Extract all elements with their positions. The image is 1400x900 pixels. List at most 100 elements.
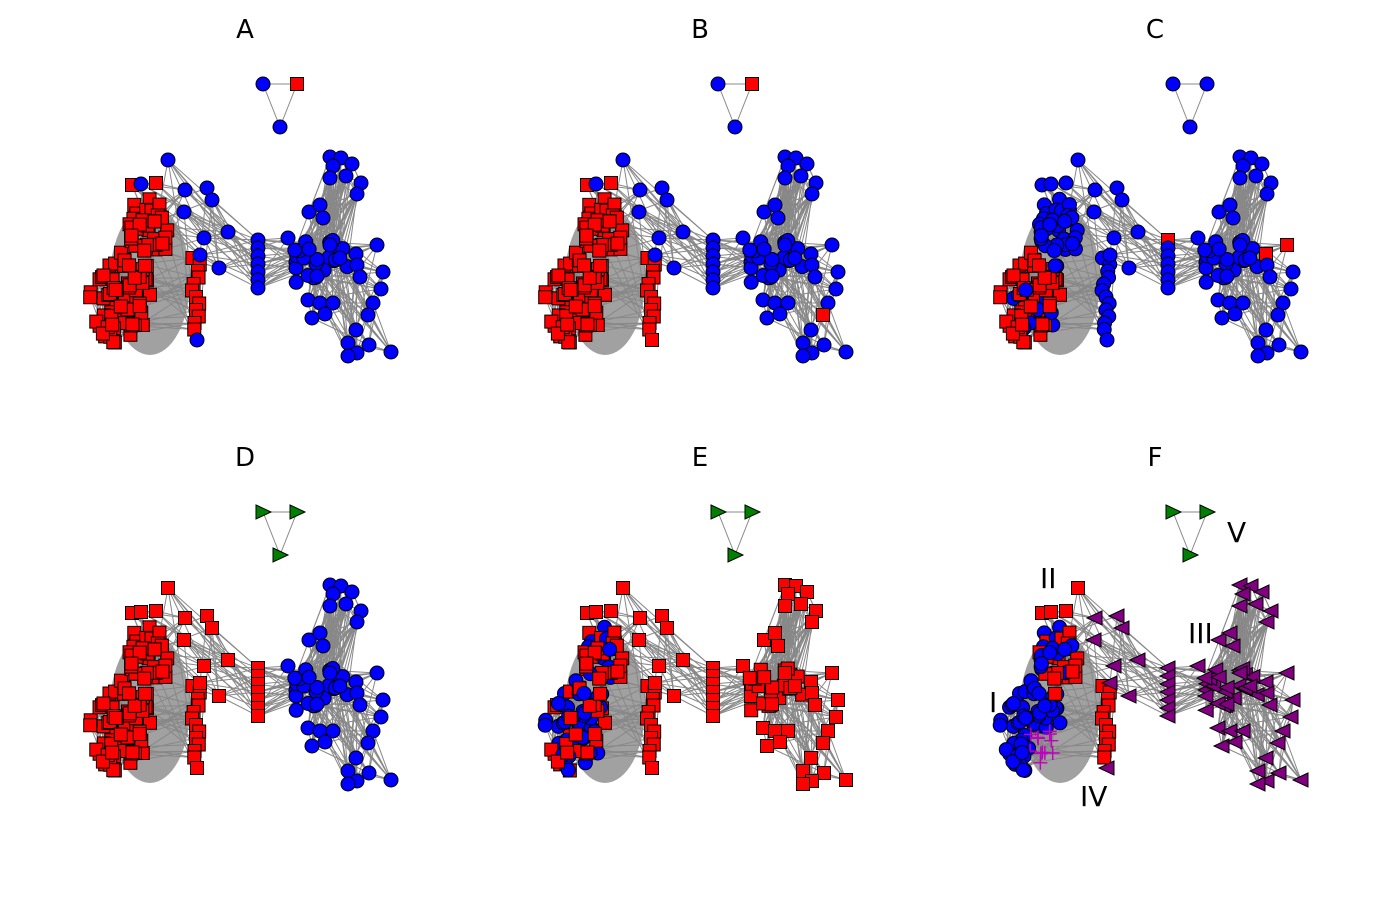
edge — [770, 263, 847, 353]
node-red — [108, 710, 123, 725]
node-red — [579, 228, 594, 243]
edge — [1109, 254, 1169, 265]
node-blue — [1087, 182, 1103, 198]
node-blue — [1043, 176, 1059, 192]
panel-title-e: E — [692, 443, 708, 473]
node-red — [161, 581, 175, 595]
node-red — [1016, 335, 1031, 350]
node-red — [560, 317, 575, 332]
node-blue — [1271, 337, 1287, 353]
node-blue — [250, 280, 266, 296]
node-red — [132, 217, 147, 232]
node-blue — [772, 306, 788, 322]
edge — [183, 211, 259, 241]
node-red — [177, 633, 191, 647]
nodes — [538, 76, 854, 364]
node-blue — [322, 170, 338, 186]
node-red — [561, 335, 576, 350]
node-blue — [1033, 228, 1049, 244]
panel-a: A — [83, 15, 399, 364]
node-blue — [705, 280, 721, 296]
edge — [658, 237, 714, 281]
node-blue — [301, 241, 317, 257]
panel-title-c: C — [1146, 15, 1164, 45]
node-blue — [280, 230, 296, 246]
edge — [355, 244, 378, 331]
node-blue — [287, 670, 303, 686]
edge — [372, 302, 392, 353]
node-blue — [666, 260, 682, 276]
edge — [1172, 83, 1191, 128]
node-red — [127, 270, 142, 285]
node-blue — [160, 152, 176, 168]
panel-title-d: D — [235, 443, 255, 473]
node-red — [132, 299, 147, 314]
edge — [342, 193, 358, 249]
node-red — [113, 299, 128, 314]
node-red — [149, 176, 163, 190]
node-blue — [255, 76, 271, 92]
node-blue — [1199, 76, 1215, 92]
node-blue — [309, 696, 325, 712]
edge — [1093, 211, 1169, 265]
node-red — [1031, 258, 1046, 273]
node-blue — [340, 776, 356, 792]
node-blue — [764, 268, 780, 284]
node-blue — [361, 337, 377, 353]
edge — [654, 254, 714, 265]
node-red — [538, 290, 553, 305]
edge — [654, 254, 714, 281]
node-blue — [288, 274, 304, 290]
node-blue — [325, 295, 341, 311]
node-red — [582, 270, 597, 285]
node-red — [568, 299, 583, 314]
node-blue — [361, 765, 377, 781]
node-red — [1006, 268, 1021, 283]
node-red — [1042, 299, 1057, 314]
node-blue — [820, 295, 836, 311]
node-blue — [787, 250, 803, 266]
edge — [199, 254, 259, 281]
node-red — [125, 745, 140, 760]
node-blue — [322, 598, 338, 614]
node-blue — [828, 281, 844, 297]
node-green — [289, 504, 307, 520]
node-red — [593, 258, 608, 273]
node-green — [272, 547, 290, 563]
edge — [654, 247, 714, 256]
node-blue — [631, 204, 647, 220]
edge — [262, 511, 281, 556]
edge — [638, 211, 714, 265]
node-blue — [1219, 268, 1235, 284]
node-red — [197, 659, 211, 673]
node-blue — [348, 322, 364, 338]
node-blue — [1182, 119, 1198, 135]
node-blue — [1018, 282, 1034, 298]
node-red — [221, 653, 235, 667]
edge — [1189, 83, 1208, 128]
node-blue — [348, 750, 364, 766]
node-red — [155, 236, 170, 251]
node-blue — [375, 692, 391, 708]
node-red — [576, 258, 591, 273]
node-red — [96, 696, 111, 711]
node-blue — [301, 669, 317, 685]
node-blue — [1248, 168, 1264, 184]
node-blue — [312, 625, 328, 641]
panel-d: D — [83, 443, 399, 792]
node-blue — [340, 348, 356, 364]
node-red — [124, 656, 139, 671]
node-blue — [211, 260, 227, 276]
edge — [595, 183, 714, 257]
node-red — [1023, 299, 1038, 314]
node-red — [1280, 238, 1294, 252]
node-blue — [312, 197, 328, 213]
node-red — [563, 282, 578, 297]
panel-title-b: B — [691, 15, 709, 45]
node-blue — [793, 168, 809, 184]
edge — [1121, 199, 1169, 289]
node-blue — [780, 295, 796, 311]
edge — [1282, 302, 1302, 353]
node-red — [580, 317, 595, 332]
